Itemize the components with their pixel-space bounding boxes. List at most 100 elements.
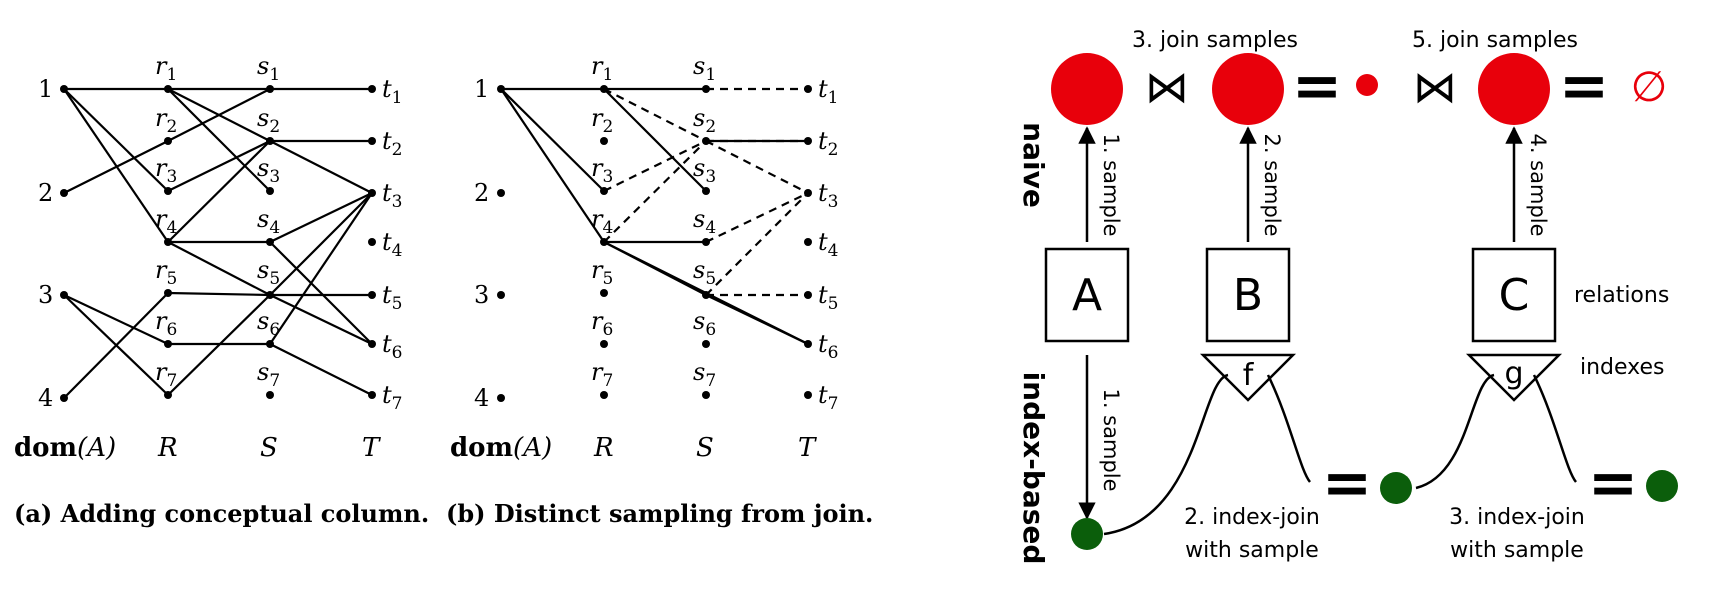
dom-label: 2 — [474, 179, 489, 207]
dom-label: 2 — [38, 179, 53, 207]
index-join-result-2 — [1646, 470, 1678, 502]
sample-1-label: 1. sample — [1099, 133, 1123, 236]
equals-symbol: = — [1322, 448, 1372, 518]
dashed-edge — [603, 140, 707, 192]
join-samples-5-label: 5. join samples — [1412, 28, 1578, 53]
r-label: r6 — [591, 307, 613, 340]
node-s — [266, 291, 274, 299]
edge — [167, 88, 271, 142]
t-label: t6 — [382, 330, 402, 363]
node-r — [600, 238, 608, 246]
dashed-edge — [705, 192, 809, 296]
relations-label: relations — [1574, 283, 1669, 308]
t-label: t5 — [818, 281, 838, 314]
edge — [167, 294, 271, 396]
node-s — [702, 291, 710, 299]
edge — [269, 140, 373, 194]
s-label: s7 — [257, 358, 280, 391]
node-s — [266, 85, 274, 93]
node-t — [368, 391, 376, 399]
s-label: s6 — [693, 307, 716, 340]
edge — [269, 192, 373, 345]
t-label: t1 — [818, 75, 838, 108]
r-label: r5 — [155, 256, 177, 289]
t-label: t1 — [382, 75, 402, 108]
r-label: r6 — [155, 307, 177, 340]
row-label-index-based: index-based — [1017, 372, 1050, 565]
index-join-curve — [1266, 374, 1312, 483]
index-g-label: g — [1504, 356, 1523, 391]
t-label: t7 — [382, 381, 402, 414]
edge — [500, 88, 605, 192]
node-s — [702, 85, 710, 93]
panel-a-nodes — [60, 85, 376, 402]
s-label: s3 — [693, 154, 716, 187]
node-s — [702, 137, 710, 145]
column-header-t: T — [362, 433, 381, 463]
node-t — [804, 189, 812, 197]
column-header-r: R — [157, 433, 178, 463]
join-symbol: ⋈ — [1413, 62, 1457, 113]
node-t — [804, 391, 812, 399]
node-r — [164, 137, 172, 145]
node-r — [164, 340, 172, 348]
equals-symbol: = — [1559, 51, 1609, 121]
node-t — [804, 85, 812, 93]
node-r — [164, 289, 172, 297]
index-join-curve — [1103, 373, 1229, 536]
panel-b-dashed-edges — [603, 87, 809, 297]
edge — [63, 292, 169, 399]
node-r — [600, 340, 608, 348]
dashed-edge — [705, 192, 809, 243]
dom-label: 3 — [474, 281, 489, 309]
dashed-edge — [705, 140, 809, 194]
column-header-dom: dom(A) — [450, 433, 552, 463]
relation-box-a-label: A — [1072, 270, 1102, 321]
panel-a-edges — [63, 87, 373, 399]
naive-sample-a — [1051, 53, 1123, 125]
join-symbol: ⋈ — [1145, 62, 1189, 113]
index-join-3-line2: with sample — [1450, 538, 1584, 563]
index-join-2-line2: with sample — [1185, 538, 1319, 563]
s-label: s3 — [257, 154, 280, 187]
node-r — [600, 187, 608, 195]
s-label: s5 — [693, 256, 716, 289]
node-t — [804, 340, 812, 348]
node-r — [164, 85, 172, 93]
edge — [63, 88, 169, 243]
column-header-s: S — [260, 433, 278, 463]
panel-b-solid-edges — [500, 87, 809, 345]
panel-a: 1 2 3 4 r1 r2 r3 r4 r5 r6 r7 s1 s2 s3 s4… — [14, 52, 429, 528]
r-label: r2 — [591, 104, 613, 137]
r-label: r5 — [591, 256, 613, 289]
node-s — [266, 238, 274, 246]
t-label: t6 — [818, 330, 838, 363]
sample-1-down-label: 1. sample — [1099, 388, 1123, 491]
r-label: r7 — [591, 358, 613, 391]
r-label: r4 — [155, 205, 177, 238]
index-join-curve — [1532, 374, 1578, 483]
node-s — [702, 340, 710, 348]
node-r — [164, 238, 172, 246]
edge — [269, 192, 373, 296]
index-join-result-1 — [1380, 472, 1412, 504]
node-t — [804, 291, 812, 299]
node-s — [266, 340, 274, 348]
row-label-naive: naive — [1017, 122, 1050, 208]
r-label: r3 — [591, 154, 613, 187]
index-f-label: f — [1243, 358, 1255, 393]
edge — [269, 241, 373, 345]
join-samples-3-label: 3. join samples — [1132, 28, 1298, 53]
node-t — [368, 85, 376, 93]
relation-box-b-label: B — [1233, 270, 1263, 321]
t-label: t2 — [382, 127, 402, 160]
node-s — [266, 187, 274, 195]
dom-label: 3 — [38, 281, 53, 309]
edge — [269, 294, 373, 345]
r-label: r2 — [155, 104, 177, 137]
index-sample-a — [1071, 518, 1103, 550]
relation-box-c-label: C — [1499, 270, 1530, 321]
column-header-r: R — [593, 433, 614, 463]
edge — [63, 88, 169, 192]
